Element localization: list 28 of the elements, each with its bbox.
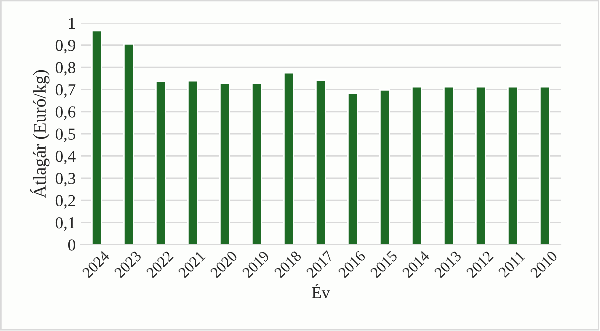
y-tick-label: 0,9 (56, 40, 76, 54)
y-tick-label: 0,2 (56, 195, 76, 209)
bar (540, 86, 550, 245)
y-axis-title: Átlagár (Euró/kg) (30, 70, 50, 198)
bar (476, 86, 486, 245)
bar (220, 82, 230, 245)
bar (444, 86, 454, 245)
y-tick-label: 0,4 (56, 150, 76, 165)
bar (348, 92, 358, 245)
bar (92, 30, 102, 245)
y-tick-label: 0,7 (56, 84, 76, 98)
y-tick-label: 0,8 (56, 62, 76, 76)
x-axis-title: Év (312, 284, 330, 298)
y-tick-label: 0,3 (56, 173, 76, 187)
y-tick-label: 0,1 (56, 217, 76, 232)
bar (508, 86, 518, 245)
y-tick-label: 0,6 (56, 106, 76, 120)
bar (380, 89, 390, 245)
bar (156, 81, 166, 245)
bar (252, 82, 262, 245)
y-tick-label: 1 (69, 18, 76, 29)
bar (316, 80, 326, 245)
bar (284, 72, 294, 245)
y-tick-label: 0 (68, 240, 76, 251)
y-tick-label: 0,5 (56, 128, 76, 142)
bar (412, 86, 422, 245)
bar (124, 44, 134, 245)
bar (188, 80, 198, 245)
